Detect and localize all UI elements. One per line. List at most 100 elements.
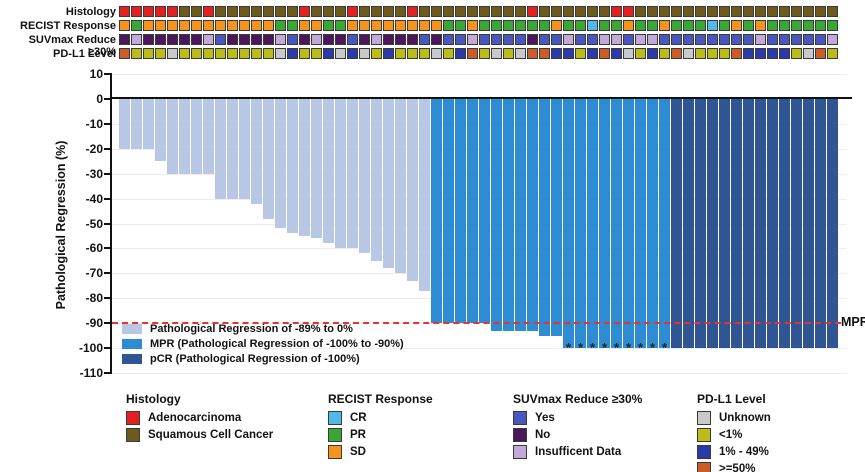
track-cell	[251, 6, 262, 17]
track-cell	[599, 48, 610, 59]
track-cell	[767, 48, 778, 59]
y-tick	[104, 347, 111, 349]
track-cell	[455, 48, 466, 59]
legend-item-label: Squamous Cell Cancer	[148, 428, 274, 441]
waterfall-bar	[611, 99, 622, 348]
track-cell	[407, 34, 418, 45]
y-tick	[104, 222, 111, 225]
track-cell	[827, 6, 838, 17]
waterfall-bar	[167, 99, 178, 174]
reg-color-swatch	[122, 323, 142, 335]
track-label-recist: RECIST Response	[20, 20, 116, 32]
track-cell	[155, 48, 166, 59]
track-cell	[827, 48, 838, 59]
track-cell	[491, 34, 502, 45]
grid-line	[112, 372, 847, 374]
track-cell	[731, 6, 742, 17]
track-cell	[179, 20, 190, 31]
legend-item: PR	[328, 427, 433, 442]
track-cell	[815, 20, 826, 31]
track-cell	[743, 6, 754, 17]
waterfall-bar	[203, 99, 214, 174]
waterfall-bar	[599, 99, 610, 348]
track-cell	[263, 20, 274, 31]
waterfall-bar	[767, 99, 778, 348]
track-cell	[575, 20, 586, 31]
track-cell	[239, 20, 250, 31]
track-cell	[551, 34, 562, 45]
legend-title: Histology	[126, 392, 181, 406]
track-cell	[287, 48, 298, 59]
track-cell	[635, 6, 646, 17]
track-cell	[443, 48, 454, 59]
track-cell	[659, 34, 670, 45]
legend-item: SD	[328, 444, 433, 459]
y-tick-label: -30	[85, 166, 103, 181]
pdl1-ge50-swatch	[697, 461, 711, 472]
waterfall-bar	[827, 99, 838, 348]
track-cell	[179, 48, 190, 59]
grid-line	[112, 348, 847, 349]
track-cell	[707, 48, 718, 59]
y-tick	[104, 197, 111, 200]
significance-asterisk: *	[589, 340, 596, 355]
legend-item: Insufficent Data	[513, 444, 642, 459]
legend-item: Yes	[513, 410, 642, 425]
y-tick	[104, 297, 111, 300]
track-cell	[215, 20, 226, 31]
waterfall-bar	[251, 99, 262, 204]
track-label-histology: Histology	[65, 6, 116, 18]
legend-item: <1%	[697, 427, 771, 442]
track-cell	[539, 6, 550, 17]
track-cell	[635, 34, 646, 45]
track-cell	[659, 20, 670, 31]
track-cell	[251, 48, 262, 59]
track-cell	[215, 34, 226, 45]
y-tick-label: 10	[89, 67, 103, 82]
track-cell	[635, 20, 646, 31]
track-cell	[203, 34, 214, 45]
squamous-swatch	[126, 427, 140, 442]
track-cell	[431, 20, 442, 31]
legend-item-label: PR	[350, 428, 366, 441]
track-cell	[731, 20, 742, 31]
track-cell	[707, 6, 718, 17]
waterfall-bar	[647, 99, 658, 348]
track-cell	[371, 48, 382, 59]
waterfall-bar	[587, 99, 598, 348]
track-cell	[419, 48, 430, 59]
track-cell	[251, 20, 262, 31]
waterfall-bar	[419, 99, 430, 291]
y-tick-label: -70	[85, 266, 103, 281]
track-cell	[143, 48, 154, 59]
track-cell	[695, 48, 706, 59]
track-cell	[527, 20, 538, 31]
track-cell	[563, 48, 574, 59]
track-cell	[455, 34, 466, 45]
track-cell	[551, 20, 562, 31]
track-cell	[743, 48, 754, 59]
y-axis-line	[110, 73, 113, 374]
track-cell	[719, 20, 730, 31]
sd-swatch	[328, 444, 342, 459]
track-cell	[143, 20, 154, 31]
y-axis-title: Pathological Regression (%)	[54, 140, 68, 310]
waterfall-bar	[539, 99, 550, 336]
y-tick-label: -90	[85, 316, 103, 331]
track-cell	[299, 48, 310, 59]
plot-legend-item-mpr: MPR (Pathological Regression of -100% to…	[122, 338, 404, 350]
track-label-pdl1: PD-L1 Level	[53, 48, 116, 60]
mpr-color-swatch	[122, 338, 142, 350]
track-cell	[815, 6, 826, 17]
track-cell	[287, 6, 298, 17]
track-cell	[371, 6, 382, 17]
track-cell	[635, 48, 646, 59]
track-cell	[623, 6, 634, 17]
waterfall-bar	[347, 99, 358, 249]
track-cell	[707, 34, 718, 45]
track-cell	[743, 20, 754, 31]
track-cell	[563, 6, 574, 17]
track-cell	[599, 6, 610, 17]
zero-line	[110, 96, 852, 99]
track-cell	[251, 34, 262, 45]
